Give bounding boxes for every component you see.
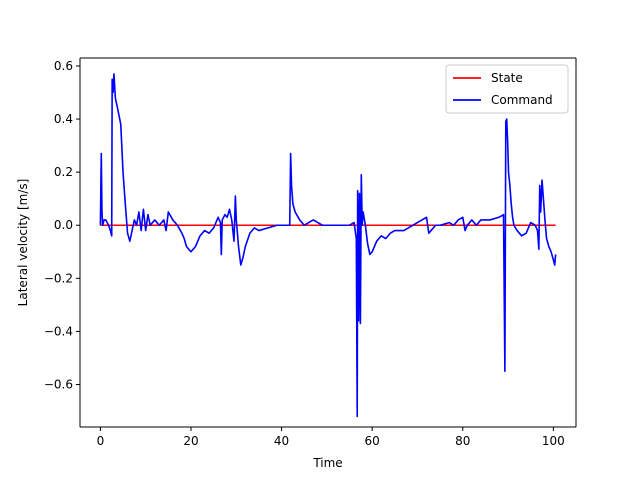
y-tick-label: −0.6 bbox=[44, 378, 73, 392]
x-tick-label: 40 bbox=[274, 434, 289, 448]
x-axis-title: Time bbox=[312, 456, 342, 470]
y-tick-label: 0.6 bbox=[54, 59, 73, 73]
y-axis-title: Lateral velocity [m/s] bbox=[16, 179, 30, 307]
x-tick-label: 0 bbox=[97, 434, 105, 448]
x-tick-label: 80 bbox=[455, 434, 470, 448]
legend: State Command bbox=[445, 64, 569, 114]
y-tick-label: 0.0 bbox=[54, 218, 73, 232]
x-tick-label: 60 bbox=[365, 434, 380, 448]
legend-label-state: State bbox=[491, 71, 523, 85]
axes bbox=[79, 57, 577, 428]
y-tick-label: −0.4 bbox=[44, 324, 73, 338]
legend-box bbox=[445, 64, 569, 114]
y-tick-label: 0.2 bbox=[54, 165, 73, 179]
y-tick-label: 0.4 bbox=[54, 112, 73, 126]
series-line-command bbox=[99, 73, 557, 418]
x-tick-label: 20 bbox=[183, 434, 198, 448]
legend-label-command: Command bbox=[491, 93, 553, 107]
plot-area bbox=[99, 73, 557, 418]
ticks: 0 20 40 60 80 100 −0.6 −0.4 −0.2 0.0 0.2 0.4 0.6 bbox=[44, 59, 565, 448]
x-tick-label: 100 bbox=[542, 434, 565, 448]
y-tick-label: −0.2 bbox=[44, 271, 73, 285]
